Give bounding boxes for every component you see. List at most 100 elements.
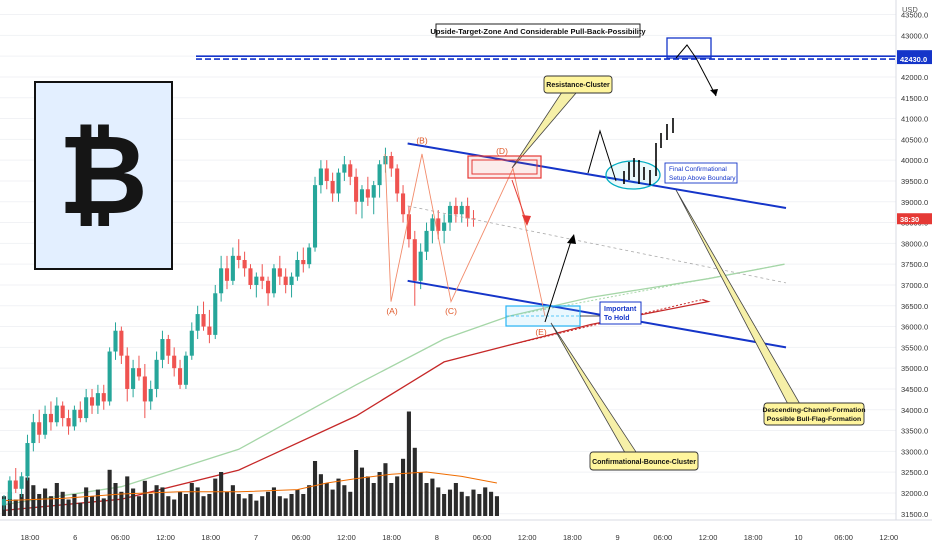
candle-body	[7, 480, 12, 500]
time-tick-label: 12:00	[879, 533, 898, 542]
volume-bar	[418, 472, 423, 516]
volume-bar	[395, 476, 400, 516]
candle-body	[418, 251, 423, 281]
candle-body	[307, 247, 312, 265]
volume-bar	[195, 487, 200, 516]
price-tick-label: 43000.0	[901, 31, 928, 40]
volume-bar	[336, 478, 341, 516]
elliott-wave-path	[384, 153, 546, 317]
candle-body	[119, 330, 124, 356]
candle-body	[271, 268, 277, 294]
volume-bar	[489, 491, 494, 516]
time-tick-label: 06:00	[834, 533, 853, 542]
volume-bar	[166, 496, 171, 516]
volume-bar	[84, 487, 89, 516]
volume-bar	[242, 498, 247, 516]
time-tick-label: 06:00	[653, 533, 672, 542]
volume-bar	[113, 483, 118, 516]
volume-bar	[277, 496, 282, 516]
projection-path	[587, 129, 617, 182]
time-tick-label: 10	[794, 533, 802, 542]
time-axis: 18:00 6 06:00 12:00 18:00 7 06:00 12:00 18:00 8 06…	[21, 533, 899, 542]
volume-bar	[453, 483, 458, 516]
moving-average-line	[3, 263, 785, 506]
price-tick-label: 40000.0	[901, 156, 928, 165]
bounce-arrow-head	[567, 234, 576, 244]
volume-bar	[13, 499, 18, 516]
channel-lower-line	[407, 279, 787, 349]
candle-body	[66, 418, 71, 427]
candle-body	[201, 314, 206, 327]
time-tick-label: 6	[73, 533, 77, 542]
moving-average-projection	[508, 299, 703, 346]
volume-bar	[89, 496, 95, 516]
candle-body	[365, 189, 370, 198]
volume-bar	[230, 485, 235, 516]
candle-body	[371, 185, 376, 198]
candle-body	[213, 293, 218, 335]
volume-bar	[406, 411, 411, 516]
price-tick-label: 37500.0	[901, 260, 928, 269]
volume-bar	[72, 494, 77, 516]
candle-body	[266, 280, 271, 294]
time-tick-label: 12:00	[337, 533, 356, 542]
candle-body	[377, 164, 382, 186]
candle-body	[177, 368, 183, 385]
candle-body	[442, 222, 447, 231]
volume-bar	[142, 480, 147, 516]
candle-body	[78, 409, 83, 419]
wave-label: (D)	[496, 146, 508, 156]
volume-bar	[383, 463, 388, 516]
pullback-arrow-head	[710, 89, 718, 96]
volume-bar	[377, 472, 382, 516]
candle-body	[25, 443, 30, 477]
time-tick-label: 12:00	[699, 533, 718, 542]
drawing-overlays	[196, 55, 896, 349]
volume-bar	[219, 472, 224, 516]
volume-bar	[254, 500, 259, 516]
volume-bar	[436, 487, 441, 516]
candle-body	[453, 205, 458, 215]
volume-bar	[160, 487, 165, 516]
volume-bar	[213, 478, 218, 516]
svg-text:Confirmational-Bounce-Cluster: Confirmational-Bounce-Cluster	[592, 459, 696, 466]
projected-bars	[623, 118, 674, 185]
candle-body	[125, 355, 130, 389]
final-setup-annotation: Final Confirmational Setup Above Boundar…	[605, 160, 738, 190]
candle-body	[471, 218, 476, 220]
candle-body	[395, 168, 400, 194]
volume-bar	[400, 458, 406, 516]
wave-label: (E)	[535, 327, 547, 337]
candle-body	[436, 218, 441, 231]
candle-body	[277, 268, 282, 277]
time-tick-label: 9	[616, 533, 620, 542]
candle-body	[324, 168, 329, 181]
candle-body	[189, 330, 194, 356]
candle-body	[359, 189, 365, 202]
volume-bar	[301, 494, 306, 516]
price-tick-label: 37000.0	[901, 281, 928, 290]
candle-body	[195, 314, 200, 331]
wave-label: (A)	[386, 306, 398, 316]
price-label-box	[897, 213, 932, 225]
volume-bar	[459, 491, 464, 516]
volume-bar	[412, 447, 417, 516]
candle-body	[289, 276, 294, 285]
candle-body	[354, 176, 359, 202]
candle-body	[242, 260, 247, 269]
volume-bar	[424, 483, 429, 516]
channel-upper-line	[407, 142, 787, 209]
price-tick-label: 41500.0	[901, 94, 928, 103]
volume-bar	[131, 488, 136, 516]
candle-body	[207, 326, 212, 335]
svg-text:Resistance-Cluster: Resistance-Cluster	[546, 82, 610, 89]
svg-text:Important: Important	[604, 306, 637, 313]
volume-bar	[389, 483, 394, 516]
volume-bar	[136, 496, 142, 516]
svg-text:Final Confirmational: Final Confirmational	[669, 166, 727, 173]
candle-body	[301, 260, 306, 265]
volume-bar	[354, 450, 359, 516]
time-tick-label: 18:00	[21, 533, 40, 542]
volume-bar	[48, 496, 54, 516]
volume-bar	[359, 467, 365, 516]
